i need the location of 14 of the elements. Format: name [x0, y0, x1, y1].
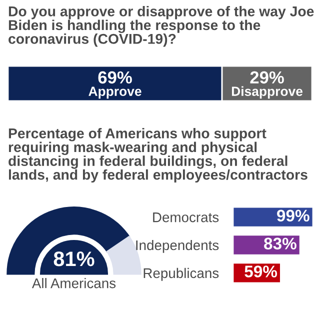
series-label: Approve — [88, 86, 142, 99]
data-label: 59% — [244, 266, 278, 278]
y-tick-label: Democrats — [153, 212, 219, 222]
data-label: 81% — [54, 252, 94, 266]
data-label: 29% — [250, 71, 284, 84]
y-tick-label: Independents — [136, 240, 219, 253]
chart-title: Do you approve or disapprove of the way Joe Biden is handling the response to the coronavirus (COVID-19)? — [8, 6, 314, 47]
chart-title: Percentage of Americans who support requiring mask-wearing and physical distancing in federal buildings, on federal lands, and by federal employees/contractors — [8, 128, 308, 183]
series-label: Disapprove — [232, 86, 303, 99]
data-label: 99% — [277, 210, 310, 222]
text: All Americans — [32, 278, 116, 288]
y-tick-label: Republicans — [144, 268, 219, 281]
data-label: 69% — [98, 71, 132, 84]
data-label: 83% — [264, 238, 296, 250]
